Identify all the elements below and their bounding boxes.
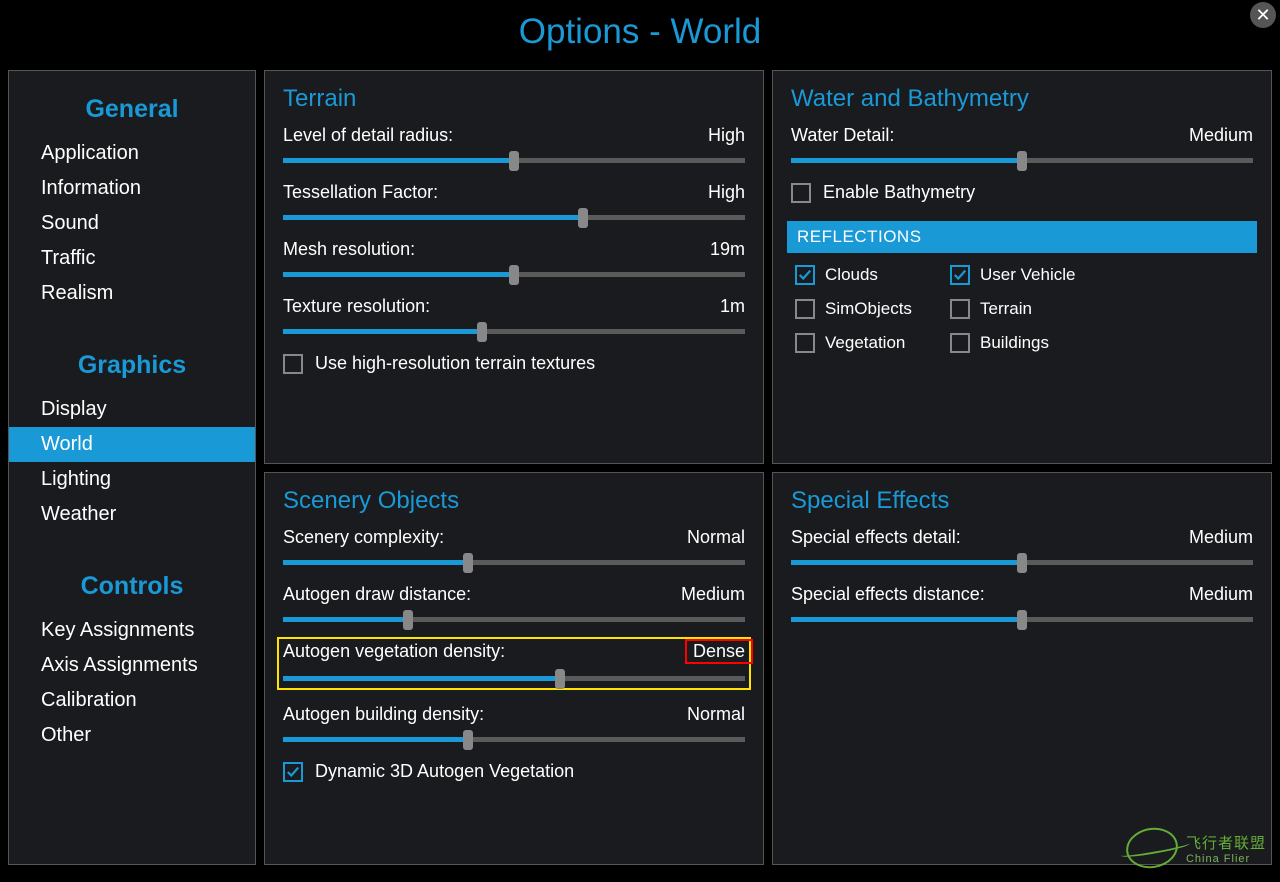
reflection-buildings-label: Buildings [980, 333, 1049, 353]
texture-resolution-slider[interactable] [283, 325, 745, 339]
reflection-user-vehicle-label: User Vehicle [980, 265, 1075, 285]
water-detail-label: Water Detail: [791, 125, 894, 146]
autogen-draw-distance-slider-thumb[interactable] [403, 610, 413, 630]
autogen-building-density-value: Normal [687, 704, 745, 725]
scenery-complexity-slider[interactable] [283, 556, 745, 570]
reflection-vegetation-label: Vegetation [825, 333, 905, 353]
sidebar-item-key-assignments[interactable]: Key Assignments [9, 613, 255, 648]
bathymetry-checkbox[interactable]: Enable Bathymetry [791, 182, 1253, 203]
close-icon: ✕ [1255, 6, 1270, 24]
scenery-complexity-slider-thumb[interactable] [463, 553, 473, 573]
sidebar-group-header: General [9, 89, 255, 136]
tessellation-factor-value: High [708, 182, 745, 203]
level-of-detail-radius-slider[interactable] [283, 154, 745, 168]
sidebar-item-calibration[interactable]: Calibration [9, 683, 255, 718]
mesh-resolution-slider[interactable] [283, 268, 745, 282]
special-effects-detail-label: Special effects detail: [791, 527, 961, 548]
sidebar-item-application[interactable]: Application [9, 136, 255, 171]
special-effects-distance-slider-thumb[interactable] [1017, 610, 1027, 630]
texture-resolution-value: 1m [720, 296, 745, 317]
autogen-building-density-slider-thumb[interactable] [463, 730, 473, 750]
sidebar-group-header: Graphics [9, 345, 255, 392]
autogen-draw-distance-label: Autogen draw distance: [283, 584, 471, 605]
reflection-buildings-checkbox[interactable]: Buildings [950, 333, 1095, 353]
level-of-detail-radius-value: High [708, 125, 745, 146]
mesh-resolution-value: 19m [710, 239, 745, 260]
level-of-detail-radius-slider-thumb[interactable] [509, 151, 519, 171]
special-effects-detail-value: Medium [1189, 527, 1253, 548]
sidebar-item-world[interactable]: World [9, 427, 255, 462]
autogen-building-density-slider[interactable] [283, 733, 745, 747]
special-effects-detail-slider-thumb[interactable] [1017, 553, 1027, 573]
reflection-user-vehicle-checkbox[interactable]: User Vehicle [950, 265, 1095, 285]
tessellation-factor-label: Tessellation Factor: [283, 182, 438, 203]
water-title: Water and Bathymetry [791, 85, 1253, 113]
reflection-vegetation-checkbox[interactable]: Vegetation [795, 333, 940, 353]
special-title: Special Effects [791, 487, 1253, 515]
terrain-panel: Terrain Level of detail radius: High Tesse… [264, 70, 764, 464]
mesh-resolution-label: Mesh resolution: [283, 239, 415, 260]
bathymetry-label: Enable Bathymetry [823, 182, 975, 203]
reflection-simobjects-label: SimObjects [825, 299, 912, 319]
dynamic-autogen-checkbox[interactable]: Dynamic 3D Autogen Vegetation [283, 761, 745, 782]
reflections-header: REFLECTIONS [787, 221, 1257, 253]
sidebar: GeneralApplicationInformationSoundTraffi… [8, 70, 256, 865]
sidebar-item-sound[interactable]: Sound [9, 206, 255, 241]
sidebar-group-header: Controls [9, 566, 255, 613]
texture-resolution-label: Texture resolution: [283, 296, 430, 317]
terrain-title: Terrain [283, 85, 745, 113]
water-detail-slider[interactable] [791, 154, 1253, 168]
tessellation-factor-slider[interactable] [283, 211, 745, 225]
scenery-complexity-value: Normal [687, 527, 745, 548]
hires-terrain-checkbox[interactable]: Use high-resolution terrain textures [283, 353, 745, 374]
reflection-clouds-checkbox[interactable]: Clouds [795, 265, 940, 285]
special-panel: Special Effects Special effects detail: M… [772, 472, 1272, 865]
scenery-panel: Scenery Objects Scenery complexity: Norma… [264, 472, 764, 865]
level-of-detail-radius-label: Level of detail radius: [283, 125, 453, 146]
special-effects-distance-slider[interactable] [791, 613, 1253, 627]
special-effects-distance-value: Medium [1189, 584, 1253, 605]
autogen-draw-distance-value: Medium [681, 584, 745, 605]
water-detail-value: Medium [1189, 125, 1253, 146]
sidebar-item-realism[interactable]: Realism [9, 276, 255, 311]
autogen-vegetation-density-slider-thumb[interactable] [555, 669, 565, 689]
water-panel: Water and Bathymetry Water Detail: Medium… [772, 70, 1272, 464]
scenery-complexity-label: Scenery complexity: [283, 527, 444, 548]
dynamic-autogen-label: Dynamic 3D Autogen Vegetation [315, 761, 574, 782]
close-button[interactable]: ✕ [1250, 2, 1276, 28]
hires-terrain-label: Use high-resolution terrain textures [315, 353, 595, 374]
special-effects-distance-label: Special effects distance: [791, 584, 985, 605]
page-title: Options - World [0, 0, 1280, 70]
autogen-draw-distance-slider[interactable] [283, 613, 745, 627]
autogen-building-density-label: Autogen building density: [283, 704, 484, 725]
highlight-box: Autogen vegetation density: Dense [277, 637, 751, 690]
texture-resolution-slider-thumb[interactable] [477, 322, 487, 342]
reflection-clouds-label: Clouds [825, 265, 878, 285]
sidebar-item-display[interactable]: Display [9, 392, 255, 427]
sidebar-item-axis-assignments[interactable]: Axis Assignments [9, 648, 255, 683]
autogen-vegetation-density-label: Autogen vegetation density: [283, 641, 505, 662]
sidebar-item-weather[interactable]: Weather [9, 497, 255, 532]
special-effects-detail-slider[interactable] [791, 556, 1253, 570]
sidebar-item-other[interactable]: Other [9, 718, 255, 753]
reflection-simobjects-checkbox[interactable]: SimObjects [795, 299, 940, 319]
scenery-title: Scenery Objects [283, 487, 745, 515]
tessellation-factor-slider-thumb[interactable] [578, 208, 588, 228]
autogen-vegetation-density-value: Dense [685, 639, 753, 664]
water-detail-slider-thumb[interactable] [1017, 151, 1027, 171]
sidebar-item-lighting[interactable]: Lighting [9, 462, 255, 497]
sidebar-item-information[interactable]: Information [9, 171, 255, 206]
sidebar-item-traffic[interactable]: Traffic [9, 241, 255, 276]
reflection-terrain-checkbox[interactable]: Terrain [950, 299, 1095, 319]
autogen-vegetation-density-slider[interactable] [283, 672, 745, 686]
mesh-resolution-slider-thumb[interactable] [509, 265, 519, 285]
reflection-terrain-label: Terrain [980, 299, 1032, 319]
